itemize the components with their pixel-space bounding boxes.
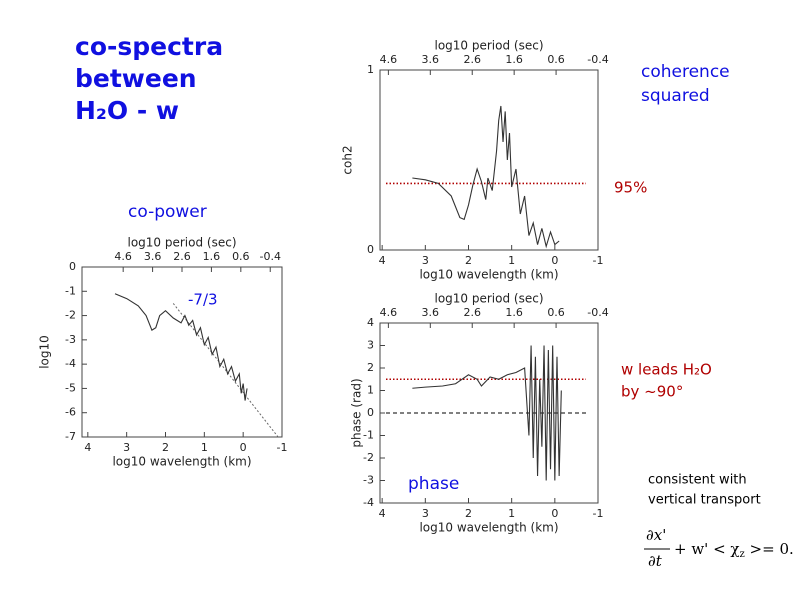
y-axis-label: coh2 bbox=[341, 145, 355, 174]
x-tick-label: 4 bbox=[84, 441, 91, 454]
x2-tick-label: 2.6 bbox=[173, 250, 191, 263]
caption: co-power bbox=[128, 202, 207, 222]
y-tick-label: 0 bbox=[69, 260, 76, 273]
eq-rest: + w' < χz >= 0. bbox=[674, 540, 794, 560]
x-tick-label: 0 bbox=[551, 254, 558, 267]
x2-tick-label: 0.6 bbox=[232, 250, 250, 263]
x-tick-label: -1 bbox=[593, 254, 604, 267]
y-tick-label: -4 bbox=[363, 496, 374, 509]
x2-axis-label: log10 period (sec) bbox=[434, 292, 543, 306]
eq-part: + w' < χ bbox=[674, 540, 740, 558]
y-tick-label: -3 bbox=[65, 333, 76, 346]
y-tick-label: 1 bbox=[367, 63, 374, 76]
x2-tick-label: 1.6 bbox=[505, 53, 523, 66]
x2-tick-label: 1.6 bbox=[203, 250, 221, 263]
x2-tick-label: 4.6 bbox=[380, 306, 398, 319]
data-line bbox=[412, 345, 562, 481]
x2-tick-label: 2.6 bbox=[463, 306, 481, 319]
x-axis-label: log10 wavelength (km) bbox=[419, 268, 558, 282]
x-tick-label: 2 bbox=[465, 507, 472, 520]
caption: phase bbox=[408, 474, 459, 494]
y-tick-label: -2 bbox=[65, 309, 76, 322]
reference-label: 95% bbox=[614, 179, 647, 197]
y-tick-label: 2 bbox=[367, 361, 374, 374]
x2-tick-label: 4.6 bbox=[114, 250, 132, 263]
y-tick-label: -6 bbox=[65, 406, 76, 419]
y-tick-label: -4 bbox=[65, 357, 76, 370]
x-tick-label: 2 bbox=[162, 441, 169, 454]
x-tick-label: 1 bbox=[201, 441, 208, 454]
y-tick-label: -5 bbox=[65, 381, 76, 394]
caption: squared bbox=[641, 86, 710, 106]
x2-tick-label: 0.6 bbox=[547, 53, 565, 66]
reference-label: by ~90° bbox=[621, 383, 683, 401]
data-line bbox=[114, 293, 248, 401]
x2-axis-label: log10 period (sec) bbox=[127, 236, 236, 250]
y-tick-label: 0 bbox=[367, 406, 374, 419]
y-tick-label: 3 bbox=[367, 339, 374, 352]
slide-title: H₂O - w bbox=[75, 96, 179, 125]
x2-tick-label: 3.6 bbox=[422, 53, 440, 66]
x2-tick-label: 0.6 bbox=[547, 306, 565, 319]
x-tick-label: 3 bbox=[422, 507, 429, 520]
x-tick-label: 4 bbox=[379, 254, 386, 267]
guide-line bbox=[172, 303, 279, 438]
x2-tick-label: -0.4 bbox=[260, 250, 281, 263]
x-tick-label: 0 bbox=[551, 507, 558, 520]
x-tick-label: 1 bbox=[508, 254, 515, 267]
x-axis-label: log10 wavelength (km) bbox=[419, 521, 558, 535]
y-axis-label: log10 bbox=[38, 335, 52, 369]
x2-tick-label: 2.6 bbox=[463, 53, 481, 66]
eq-part: >= 0. bbox=[745, 540, 794, 558]
x-tick-label: 0 bbox=[240, 441, 247, 454]
slide-title: between bbox=[75, 64, 197, 93]
y-tick-label: -2 bbox=[363, 451, 374, 464]
x-tick-label: 3 bbox=[123, 441, 130, 454]
x-tick-label: 2 bbox=[465, 254, 472, 267]
y-tick-label: -3 bbox=[363, 474, 374, 487]
x2-tick-label: 4.6 bbox=[380, 53, 398, 66]
eq-num: ∂x' bbox=[646, 526, 666, 544]
y-tick-label: 1 bbox=[367, 384, 374, 397]
guide-label: -7/3 bbox=[188, 291, 218, 309]
y-tick-label: 4 bbox=[367, 316, 374, 329]
plot-frame bbox=[379, 69, 599, 251]
y-tick-label: -1 bbox=[363, 429, 374, 442]
x2-tick-label: -0.4 bbox=[587, 306, 608, 319]
reference-label: w leads H₂O bbox=[621, 361, 712, 379]
eq-sub: z bbox=[740, 549, 745, 560]
x-tick-label: 3 bbox=[422, 254, 429, 267]
note: consistent with bbox=[648, 473, 747, 488]
y-tick-label: -1 bbox=[65, 284, 76, 297]
slide-title: co-spectra bbox=[75, 32, 223, 61]
x2-axis-label: log10 period (sec) bbox=[434, 39, 543, 53]
x2-tick-label: 3.6 bbox=[144, 250, 162, 263]
x2-tick-label: -0.4 bbox=[587, 53, 608, 66]
eq-den: ∂t bbox=[648, 552, 663, 570]
x2-tick-label: 1.6 bbox=[505, 306, 523, 319]
x-tick-label: -1 bbox=[593, 507, 604, 520]
y-axis-label: phase (rad) bbox=[350, 378, 364, 447]
x-axis-label: log10 wavelength (km) bbox=[112, 455, 251, 469]
x-tick-label: -1 bbox=[277, 441, 288, 454]
y-tick-label: 0 bbox=[367, 243, 374, 256]
note: vertical transport bbox=[648, 493, 761, 508]
x-tick-label: 1 bbox=[508, 507, 515, 520]
x-tick-label: 4 bbox=[379, 507, 386, 520]
data-line bbox=[412, 105, 560, 249]
y-tick-label: -7 bbox=[65, 430, 76, 443]
x2-tick-label: 3.6 bbox=[422, 306, 440, 319]
caption: coherence bbox=[641, 62, 730, 82]
